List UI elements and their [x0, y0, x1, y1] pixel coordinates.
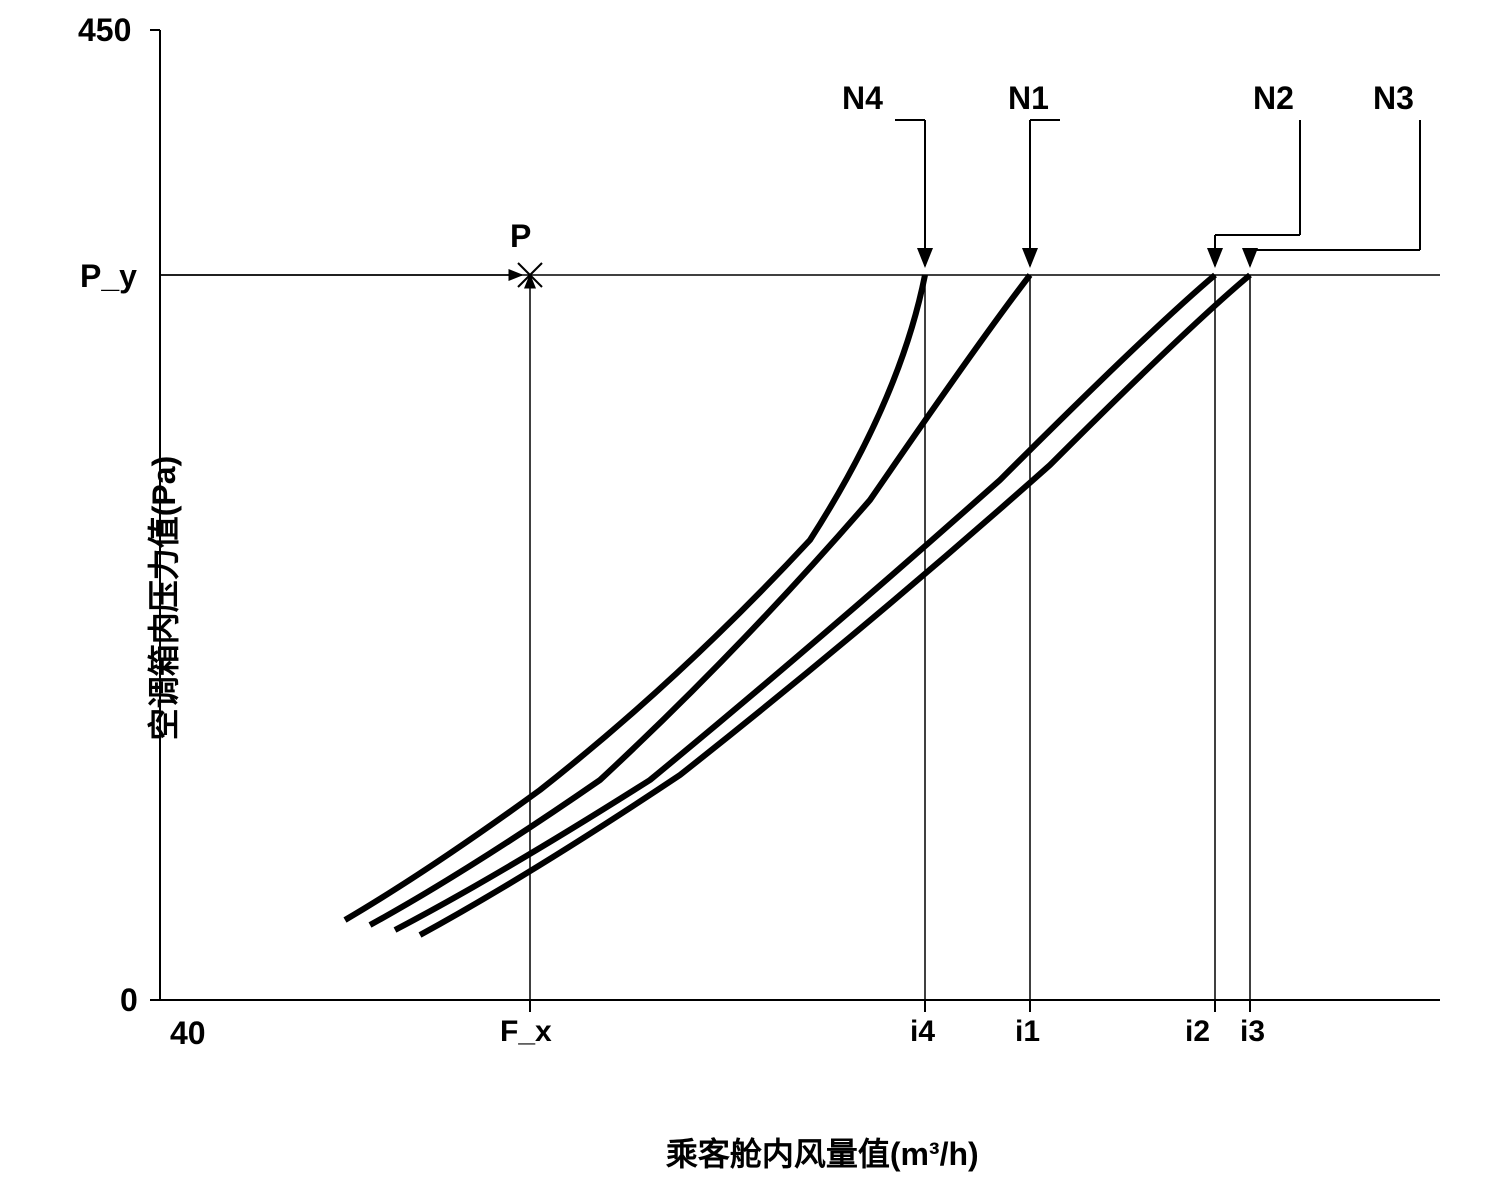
- chart-svg: [0, 0, 1495, 1195]
- y-max-value: 450: [78, 12, 131, 49]
- i2-label: i2: [1185, 1015, 1210, 1049]
- curve-n1: [370, 275, 1030, 925]
- p-callout: P: [510, 218, 531, 255]
- curve-n3: [420, 275, 1250, 935]
- callout-n3: [1250, 120, 1420, 266]
- y-axis-label: 空调箱内压力值(Pa): [139, 455, 185, 739]
- fx-label: F_x: [500, 1015, 552, 1049]
- n2-callout: N2: [1253, 80, 1294, 117]
- callout-n2: [1215, 120, 1300, 266]
- callout-n1: [1030, 120, 1060, 266]
- i4-label: i4: [910, 1015, 935, 1049]
- i1-label: i1: [1015, 1015, 1040, 1049]
- y-min-value: 0: [120, 982, 138, 1019]
- callout-n4: [895, 120, 925, 266]
- n4-callout: N4: [842, 80, 883, 117]
- i3-label: i3: [1240, 1015, 1265, 1049]
- curve-n4: [345, 275, 925, 920]
- chart-root: 空调箱内压力值(Pa) 乘客舱内风量值(m³/h) 450 0 P_y 40 F…: [0, 0, 1495, 1195]
- p-y-label: P_y: [80, 258, 137, 295]
- x-min-value: 40: [170, 1015, 206, 1052]
- n1-callout: N1: [1008, 80, 1049, 117]
- n3-callout: N3: [1373, 80, 1414, 117]
- x-axis-label: 乘客舱内风量值(m³/h): [666, 1129, 979, 1175]
